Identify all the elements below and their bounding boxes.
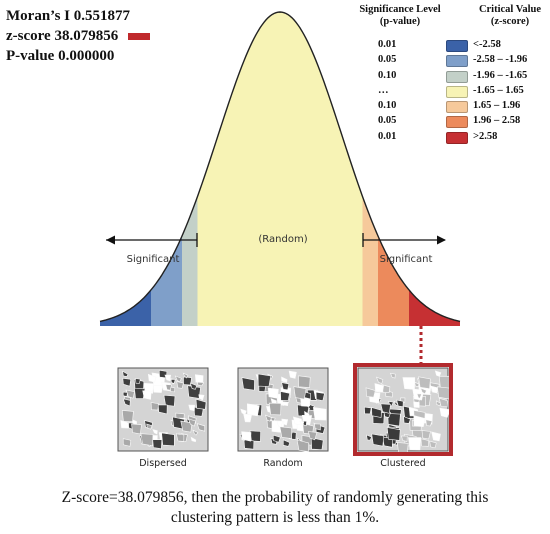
- pattern-maps: Dispersed Random Clustered: [117, 363, 453, 469]
- map-dispersed: Dispersed: [117, 367, 209, 469]
- legend-p-value: 0.05: [378, 54, 397, 66]
- significance-legend: Significance Level (p-value) Critical Va…: [340, 4, 548, 145]
- legend-z-score-range: 1.65 – 1.96: [473, 100, 521, 112]
- map-label: Dispersed: [139, 458, 187, 469]
- legend-z-score-range: -1.96 – -1.65: [473, 69, 528, 81]
- clustered-highlight-frame: [353, 363, 453, 456]
- left-significance-arrow: [106, 233, 198, 247]
- legend-color-swatch: [446, 85, 468, 98]
- map-random: Random: [237, 367, 329, 469]
- critical-value-header: Critical Value (z-score): [472, 4, 548, 28]
- legend-row: … -1.65 – 1.65: [340, 84, 548, 99]
- z-score-marker: [128, 33, 151, 41]
- legend-p-value: 0.01: [378, 39, 397, 50]
- p-value-text: P-value 0.000000: [6, 48, 115, 64]
- legend-row: 0.01 >2.58: [340, 130, 548, 145]
- legend-color-swatch: [446, 40, 468, 52]
- curve-band: [409, 12, 460, 326]
- legend-rows: 0.01 <-2.58 0.05 -2.58 – -1.96 0.10 -1.96 – -…: [340, 38, 548, 145]
- caption: Z-score=38.079856, then the probability …: [0, 488, 550, 528]
- morans-i-text: Moran’s I 0.551877: [6, 8, 131, 24]
- map-label: Clustered: [380, 458, 425, 469]
- legend-p-value: 0.10: [378, 69, 397, 81]
- curve-band: [151, 12, 182, 326]
- curve-band: [182, 12, 198, 326]
- legend-row: 0.05 1.96 – 2.58: [340, 114, 548, 129]
- curve-band: [378, 12, 409, 326]
- legend-z-score-range: -2.58 – -1.96: [473, 54, 528, 66]
- curve-band: [197, 12, 363, 326]
- significance-level-header: Significance Level (p-value): [340, 4, 460, 28]
- z-score-row: z-score 38.079856: [6, 26, 151, 46]
- caption-line-1: Z-score=38.079856, then the probability …: [61, 489, 489, 506]
- critical-value-title: Critical Value: [478, 4, 542, 15]
- legend-color-swatch: [446, 70, 468, 83]
- caption-line-2: clustering pattern is less than 1%.: [170, 509, 380, 526]
- legend-row: 0.10 -1.96 – -1.65: [340, 69, 548, 84]
- legend-header: Significance Level (p-value) Critical Va…: [340, 4, 548, 38]
- legend-color-swatch: [446, 101, 468, 114]
- map-label: Random: [263, 458, 302, 469]
- z-score-text: z-score 38.079856: [6, 28, 119, 44]
- legend-z-score-range: 1.96 – 2.58: [473, 115, 521, 127]
- legend-z-score-range: <-2.58: [473, 39, 501, 50]
- legend-color-swatch: [446, 116, 468, 129]
- legend-z-score-range: >2.58: [473, 130, 498, 142]
- legend-z-score-range: -1.65 – 1.65: [473, 84, 524, 96]
- right-significance-arrow: [362, 233, 446, 247]
- curve-band: [100, 12, 151, 326]
- left-significant-label: Significant: [127, 254, 180, 265]
- random-label: (Random): [258, 234, 307, 245]
- legend-p-value: …: [378, 84, 389, 96]
- curve-fill-bands: [100, 12, 460, 326]
- legend-row: 0.10 1.65 – 1.96: [340, 99, 548, 114]
- right-significant-label: Significant: [380, 254, 433, 265]
- critical-value-subtitle: (z-score): [490, 16, 530, 27]
- legend-p-value: 0.10: [378, 100, 397, 112]
- curve-band: [362, 12, 378, 326]
- significance-level-subtitle: (p-value): [379, 16, 421, 27]
- significance-level-title: Significance Level: [359, 4, 441, 15]
- map-clustered: Clustered: [353, 363, 453, 469]
- legend-color-swatch: [446, 55, 468, 68]
- statistics-panel: Moran’s I 0.551877 z-score 38.079856 P-v…: [6, 6, 151, 66]
- bell-curve-outline: [99, 11, 461, 323]
- legend-row: 0.01 <-2.58: [340, 38, 548, 53]
- legend-p-value: 0.05: [378, 115, 397, 127]
- legend-p-value: 0.01: [378, 130, 397, 142]
- legend-color-swatch: [446, 131, 468, 144]
- legend-row: 0.05 -2.58 – -1.96: [340, 53, 548, 68]
